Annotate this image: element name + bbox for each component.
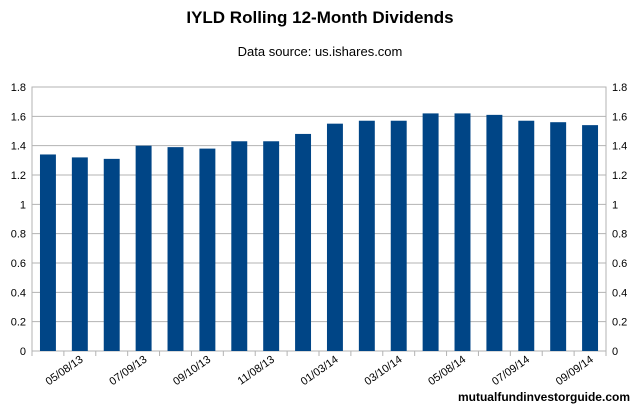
y-tick-label-left: 1 — [20, 199, 26, 211]
y-tick-label-right: 1.6 — [612, 111, 627, 123]
bar — [167, 147, 184, 351]
bar — [422, 113, 439, 352]
source-watermark: mutualfundinvestorguide.com — [457, 390, 630, 404]
bar — [454, 113, 471, 352]
x-tick-label: 11/08/13 — [236, 354, 277, 388]
chart-subtitle: Data source: us.ishares.com — [237, 44, 403, 59]
y-tick-labels-left: 0 0.2 0.4 0.6 0.8 1 1.2 1.4 1.6 1.8 — [11, 82, 26, 358]
x-tick-label: 01/03/14 — [299, 354, 341, 388]
x-tick-label: 07/09/14 — [490, 354, 532, 388]
bar — [582, 125, 599, 351]
x-tick-label: 05/08/14 — [426, 354, 468, 388]
x-tick-label: 09/10/13 — [171, 354, 213, 388]
y-tick-label-right: 0.8 — [612, 229, 627, 241]
y-tick-label-right: 1 — [612, 199, 618, 211]
bar — [263, 141, 280, 351]
y-tick-label-left: 0.6 — [11, 258, 26, 270]
bar — [71, 157, 88, 351]
bar — [358, 120, 375, 351]
y-tick-label-left: 1.8 — [11, 82, 26, 94]
bar — [231, 141, 248, 351]
bars — [39, 113, 599, 352]
bar — [135, 145, 152, 351]
bar — [295, 133, 312, 351]
y-tick-label-left: 1.2 — [11, 170, 26, 182]
bar — [103, 158, 120, 351]
y-tick-label-right: 0.4 — [612, 287, 627, 299]
chart-title: IYLD Rolling 12-Month Dividends — [186, 8, 454, 27]
x-tick-label: 09/09/14 — [554, 354, 596, 388]
bar — [518, 120, 535, 351]
bar — [326, 123, 343, 352]
y-tick-label-left: 1.6 — [11, 111, 26, 123]
y-tick-label-left: 1.4 — [11, 141, 26, 153]
y-tick-label-left: 0.2 — [11, 317, 26, 329]
y-tick-label-right: 0 — [612, 346, 618, 358]
x-tick-labels: 05/08/13 07/09/13 09/10/13 11/08/13 01/03/14… — [44, 354, 596, 388]
bar — [486, 114, 503, 351]
x-tick-label: 05/08/13 — [44, 354, 86, 388]
bar — [550, 122, 567, 351]
y-tick-label-right: 1.2 — [612, 170, 627, 182]
bar — [390, 120, 407, 351]
bar — [39, 154, 56, 351]
y-tick-label-left: 0.4 — [11, 287, 26, 299]
bar — [199, 148, 216, 351]
y-tick-label-right: 1.4 — [612, 141, 627, 153]
y-tick-label-right: 1.8 — [612, 82, 627, 94]
y-tick-label-right: 0.2 — [612, 317, 627, 329]
y-tick-label-right: 0.6 — [612, 258, 627, 270]
axes — [31, 86, 607, 356]
y-tick-label-left: 0.8 — [11, 229, 26, 241]
y-tick-label-left: 0 — [20, 346, 26, 358]
x-tick-label: 03/10/14 — [362, 354, 404, 388]
y-tick-labels-right: 0 0.2 0.4 0.6 0.8 1 1.2 1.4 1.6 1.8 — [612, 82, 627, 358]
x-tick-label: 07/09/13 — [107, 354, 149, 388]
